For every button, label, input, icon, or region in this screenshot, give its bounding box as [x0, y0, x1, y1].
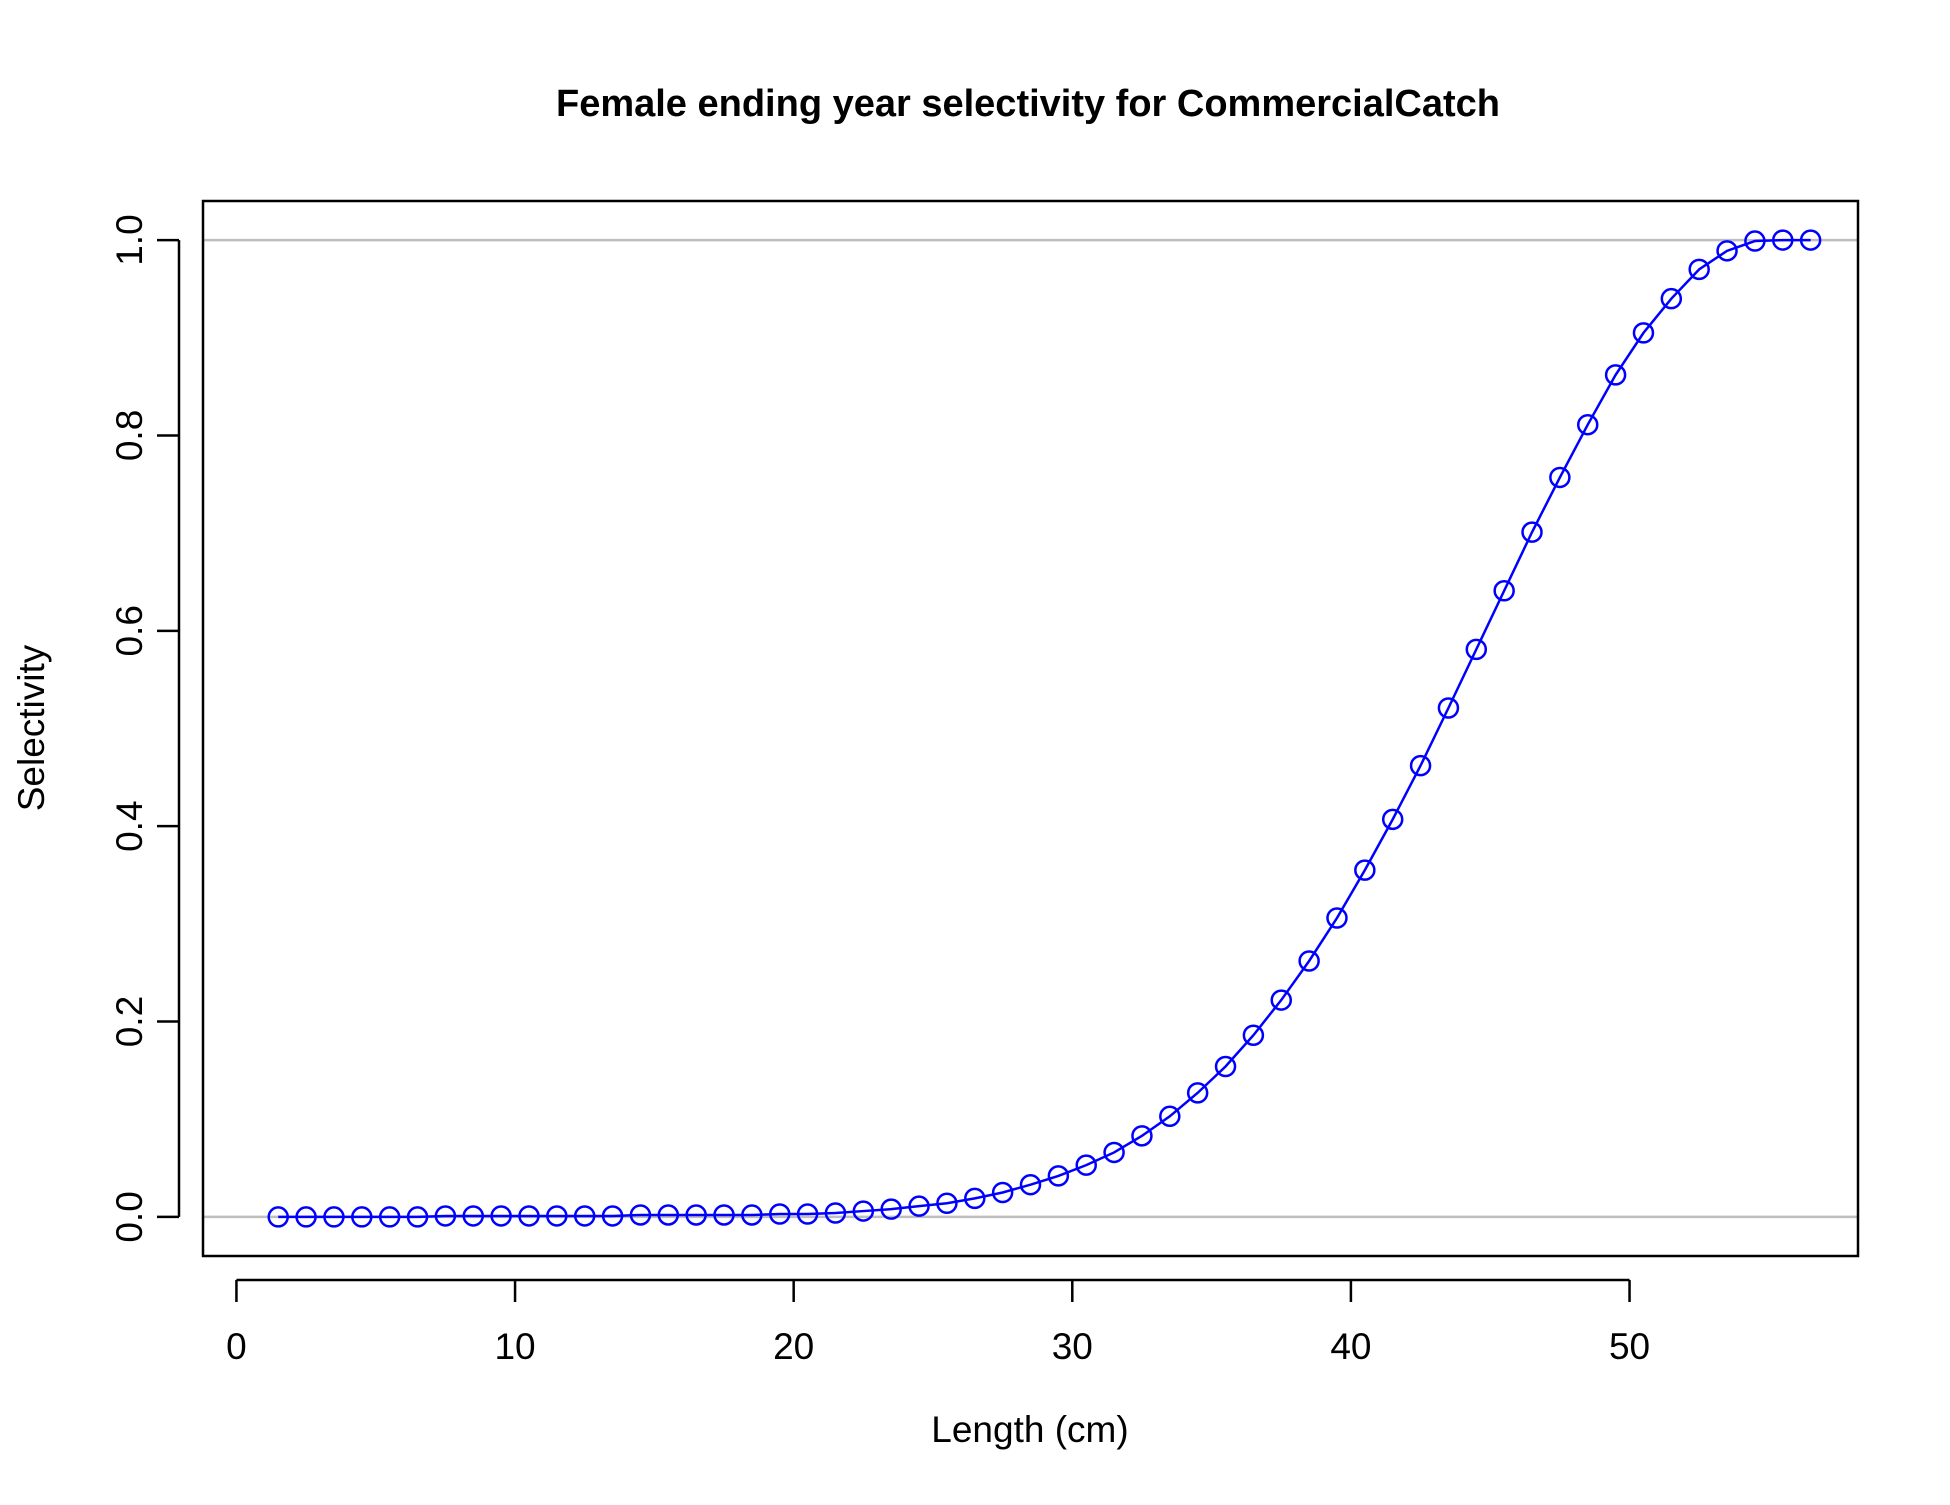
data-point	[1716, 240, 1738, 262]
data-point	[741, 1204, 763, 1226]
data-point	[1159, 1105, 1181, 1128]
data-point	[964, 1187, 986, 1210]
data-point	[546, 1205, 568, 1227]
data-point	[1576, 413, 1599, 436]
data-point	[936, 1192, 958, 1214]
y-tick-label: 0.6	[109, 605, 150, 656]
data-point	[1744, 230, 1766, 252]
data-point	[1326, 907, 1348, 929]
data-point	[406, 1206, 429, 1228]
data-point	[1270, 989, 1293, 1011]
data-point	[1103, 1141, 1125, 1164]
data-point	[1660, 287, 1683, 310]
data-point	[1604, 364, 1627, 386]
data-point	[1354, 859, 1376, 881]
x-tick-label: 20	[773, 1326, 814, 1367]
x-axis: 0 10 20 30 40 50	[226, 1278, 1650, 1367]
data-point	[267, 1206, 289, 1228]
plot-frame	[201, 199, 1860, 1258]
y-tick-label: 0.8	[109, 410, 150, 461]
y-tick-label: 0.4	[109, 800, 150, 851]
data-point	[573, 1205, 596, 1227]
data-point	[1075, 1154, 1097, 1176]
data-point	[657, 1204, 680, 1226]
data-point	[378, 1206, 401, 1228]
data-point	[295, 1206, 317, 1228]
data-point	[1437, 697, 1460, 719]
data-point	[1047, 1165, 1070, 1187]
data-point	[685, 1204, 707, 1226]
data-point	[323, 1206, 345, 1228]
x-tick-label: 10	[494, 1326, 535, 1367]
data-point	[1242, 1024, 1265, 1046]
data-point	[1772, 229, 1794, 251]
y-tick-label: 1.0	[109, 214, 150, 265]
data-point	[1131, 1125, 1153, 1147]
data-point	[490, 1205, 512, 1227]
data-point	[1298, 950, 1320, 972]
data-point	[434, 1205, 457, 1227]
x-axis-label: Length (cm)	[931, 1409, 1128, 1450]
x-tick-label: 30	[1052, 1326, 1093, 1367]
data-point	[1493, 580, 1515, 602]
data-point	[1688, 258, 1710, 281]
x-tick-label: 40	[1330, 1326, 1371, 1367]
data-point	[713, 1204, 735, 1226]
data-point	[880, 1198, 902, 1220]
data-point	[1465, 638, 1488, 661]
data-point	[1549, 466, 1571, 489]
data-point	[629, 1204, 652, 1226]
y-axis-label: Selectivity	[11, 644, 52, 811]
data-point	[852, 1200, 875, 1222]
data-point	[1521, 521, 1543, 543]
x-tick-label: 0	[226, 1326, 247, 1367]
data-point	[1186, 1082, 1209, 1104]
data-point	[908, 1195, 930, 1217]
data-point	[1632, 322, 1655, 344]
data-point	[768, 1203, 791, 1225]
data-point	[601, 1205, 624, 1227]
data-point	[824, 1202, 847, 1224]
data-point	[1019, 1173, 1042, 1196]
data-point	[518, 1205, 540, 1227]
data-point	[796, 1203, 819, 1225]
data-point	[991, 1181, 1014, 1204]
data-point	[1214, 1055, 1237, 1078]
y-axis: 0.0 0.2 0.4 0.6 0.8 1.0	[109, 214, 181, 1243]
chart-title: Female ending year selectivity for Comme…	[556, 83, 1500, 125]
data-point	[462, 1205, 485, 1227]
y-tick-label: 0.2	[109, 996, 150, 1047]
data-point	[1381, 808, 1404, 831]
y-tick-label: 0.0	[109, 1191, 150, 1242]
data-point	[1799, 229, 1822, 251]
data-point	[1409, 754, 1432, 777]
x-tick-label: 50	[1609, 1326, 1650, 1367]
series-line	[278, 238, 1811, 1219]
series-group	[267, 229, 1822, 1228]
data-point	[351, 1206, 373, 1228]
